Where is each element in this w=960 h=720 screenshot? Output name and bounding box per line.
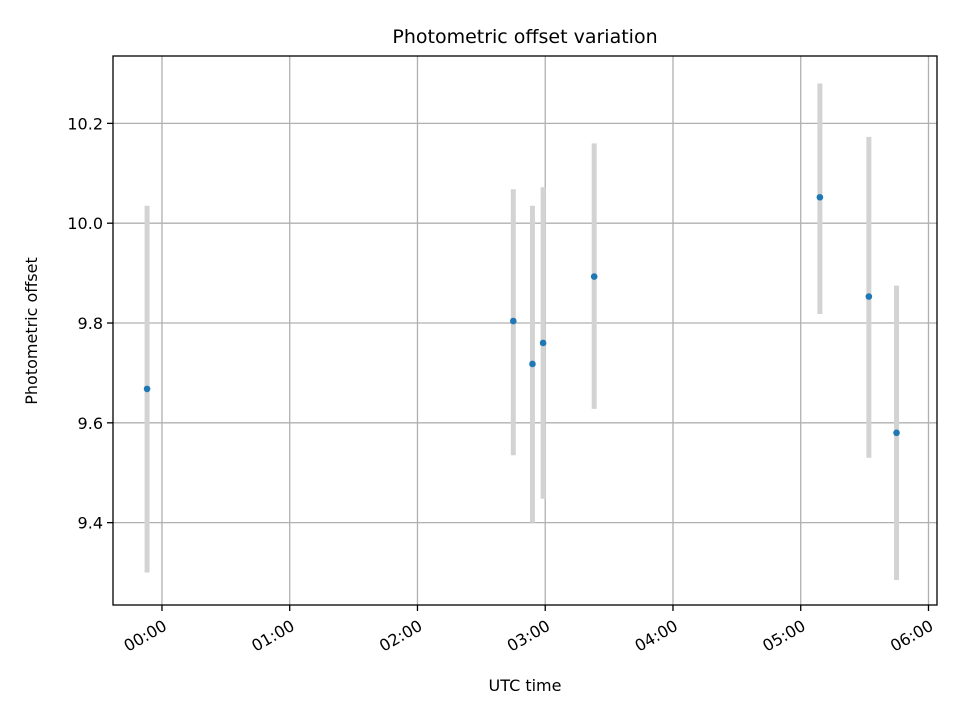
x-tick-label: 02:00 xyxy=(376,616,425,656)
y-axis-title: Photometric offset xyxy=(22,257,41,405)
plot-frame xyxy=(112,55,938,606)
grid xyxy=(113,56,937,605)
y-tick-label: 10.2 xyxy=(67,114,103,133)
data-point xyxy=(539,339,547,347)
x-tick-label: 01:00 xyxy=(248,616,297,656)
x-tick-label: 04:00 xyxy=(632,616,681,656)
x-axis-title: UTC time xyxy=(489,676,562,695)
chart-title: Photometric offset variation xyxy=(392,26,657,48)
x-tick-label: 00:00 xyxy=(121,616,170,656)
data-point xyxy=(816,193,824,201)
y-axis: 9.4 9.6 9.8 10.0 10.2 xyxy=(67,114,113,533)
data-point xyxy=(529,360,536,368)
y-tick-label: 9.6 xyxy=(78,414,103,433)
data-point xyxy=(143,385,151,393)
data-point xyxy=(865,293,873,300)
y-tick-label: 9.8 xyxy=(78,314,103,333)
x-tick-label: 03:00 xyxy=(504,616,553,656)
data-point xyxy=(509,317,517,325)
y-tick-label: 10.0 xyxy=(67,214,103,233)
y-tick-label: 9.4 xyxy=(78,514,103,533)
data-point xyxy=(893,429,900,437)
data-point xyxy=(590,273,598,280)
x-tick-label: 05:00 xyxy=(759,616,808,656)
error-bars xyxy=(144,83,900,581)
x-axis: 00:00 01:00 02:00 03:00 04:00 05:00 06:00 xyxy=(121,605,936,656)
x-tick-label: 06:00 xyxy=(887,616,936,656)
data-points xyxy=(143,193,900,437)
